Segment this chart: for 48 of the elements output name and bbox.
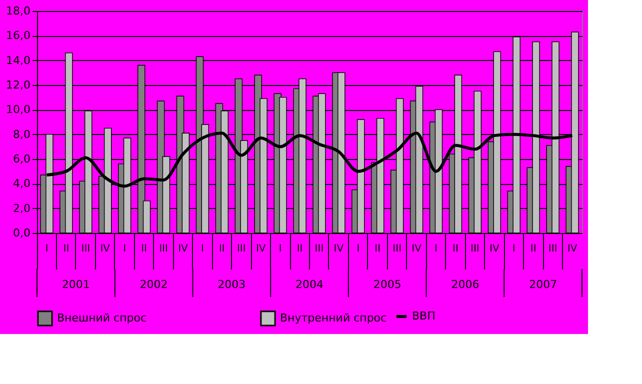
y-tick-label: 16,0 xyxy=(6,29,30,42)
x-tick-label: II xyxy=(530,244,536,254)
text: 2004 xyxy=(296,278,324,291)
x-tick-label: II xyxy=(374,244,381,254)
x-tick-label: II xyxy=(452,244,458,254)
legend-label: Внешний спрос xyxy=(57,311,147,324)
text: 2007 xyxy=(529,278,558,291)
y-tick-label: 8,0 xyxy=(13,128,30,141)
x-tick-label: II xyxy=(296,244,303,254)
x-tick-label: III xyxy=(236,244,246,254)
y-tick-label: 14,0 xyxy=(6,54,30,67)
x-tick-label: II xyxy=(141,244,148,254)
x-tick-label: I xyxy=(200,244,204,254)
y-tick-label: 0,0 xyxy=(13,226,30,240)
x-tick-label: I xyxy=(278,244,282,254)
x-tick-label: III xyxy=(81,244,90,254)
x-tick-label: IV xyxy=(256,244,266,254)
x-tick-label: IV xyxy=(334,244,344,254)
x-tick-label: IV xyxy=(178,244,188,254)
x-tick-label: I xyxy=(123,244,126,254)
x-tick-label: I xyxy=(434,244,438,254)
legend-label: ВВП xyxy=(412,310,436,322)
x-tick-label: I xyxy=(45,244,48,254)
x-tick-label: IV xyxy=(100,244,110,254)
x-tick-label: IV xyxy=(490,244,500,254)
x-tick-label: I xyxy=(356,244,360,254)
text: 2005 xyxy=(373,278,402,291)
y-tick-label: 12,0 xyxy=(6,78,30,92)
y-tick-label: 4,0 xyxy=(13,177,30,190)
x-tick-label: III xyxy=(392,244,402,254)
x-tick-label: I xyxy=(512,244,516,254)
text: 2003 xyxy=(218,278,246,291)
text: 2002 xyxy=(140,278,168,291)
x-tick-label: III xyxy=(470,244,480,254)
x-tick-label: IV xyxy=(567,244,578,254)
legend-label: Внутренний спрос xyxy=(280,311,387,324)
x-tick-label: III xyxy=(314,244,324,254)
y-tick-label: 18,0 xyxy=(6,4,30,18)
x-tick-label: II xyxy=(218,244,225,254)
y-tick-label: 6,0 xyxy=(13,152,30,166)
x-tick-label: III xyxy=(159,244,168,254)
text: 2001 xyxy=(62,278,90,291)
x-tick-label: II xyxy=(63,244,70,254)
x-tick-label: III xyxy=(548,244,558,254)
x-tick-label: IV xyxy=(412,244,422,254)
y-tick-label: 2,0 xyxy=(13,202,30,215)
y-tick-label: 10,0 xyxy=(6,103,30,116)
text: 2006 xyxy=(451,278,480,291)
